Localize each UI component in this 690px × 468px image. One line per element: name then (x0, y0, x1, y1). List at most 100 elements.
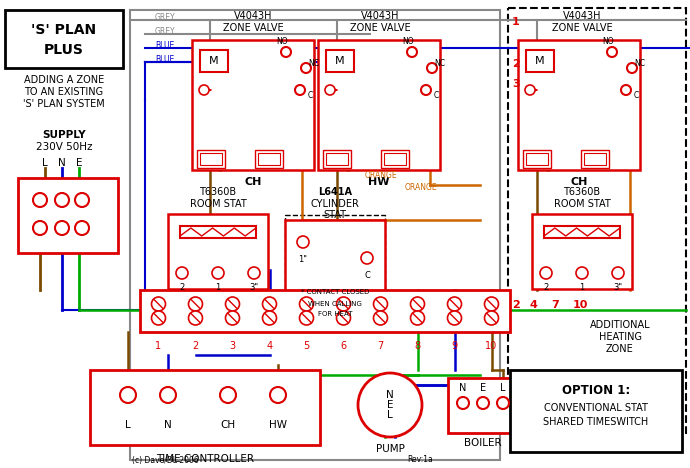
Circle shape (373, 311, 388, 325)
Text: BLUE: BLUE (155, 56, 175, 65)
Circle shape (299, 297, 313, 311)
Text: GREY: GREY (155, 14, 176, 22)
Text: 3: 3 (230, 341, 235, 351)
Text: T6360B: T6360B (199, 187, 237, 197)
Text: * CONTACT CLOSED: * CONTACT CLOSED (301, 289, 369, 295)
Text: ADDITIONAL: ADDITIONAL (590, 320, 650, 330)
Text: NO: NO (602, 37, 614, 46)
Text: 6: 6 (340, 341, 346, 351)
Bar (381, 150, 409, 168)
Bar (285, 220, 385, 320)
Circle shape (281, 47, 291, 57)
Text: 1": 1" (299, 256, 308, 264)
Circle shape (621, 85, 631, 95)
Text: L: L (500, 383, 506, 393)
Text: HW: HW (368, 177, 390, 187)
Text: E: E (387, 400, 393, 410)
Bar (581, 150, 609, 168)
Text: PUMP: PUMP (375, 444, 404, 454)
Circle shape (188, 297, 202, 311)
Text: 1: 1 (580, 283, 584, 292)
Bar (130, 10, 500, 460)
Circle shape (325, 85, 335, 95)
Text: NC: NC (635, 58, 646, 67)
Circle shape (295, 85, 305, 95)
Circle shape (212, 267, 224, 279)
Bar (584, 153, 606, 165)
Text: NO: NO (276, 37, 288, 46)
Bar (323, 150, 351, 168)
Circle shape (188, 311, 202, 325)
Text: N: N (58, 158, 66, 168)
Text: SUPPLY: SUPPLY (42, 130, 86, 140)
Circle shape (421, 85, 431, 95)
Text: 1: 1 (512, 17, 520, 27)
Text: SHARED TIMESWITCH: SHARED TIMESWITCH (544, 417, 649, 427)
Text: CH: CH (244, 177, 262, 187)
Text: HEATING: HEATING (598, 332, 642, 342)
Text: ORANGE: ORANGE (405, 183, 437, 192)
Bar (384, 153, 406, 165)
Text: PLUS: PLUS (44, 43, 84, 57)
Circle shape (627, 63, 637, 73)
Circle shape (152, 311, 166, 325)
Text: L641A: L641A (318, 187, 352, 197)
Bar (523, 150, 551, 168)
Circle shape (448, 311, 462, 325)
Bar (518, 40, 640, 170)
Text: TIME CONTROLLER: TIME CONTROLLER (156, 454, 254, 464)
Text: CONVENTIONAL STAT: CONVENTIONAL STAT (544, 403, 648, 413)
Text: 1: 1 (215, 283, 221, 292)
Text: 4: 4 (266, 341, 273, 351)
Text: 2: 2 (512, 59, 520, 69)
Circle shape (448, 297, 462, 311)
Circle shape (226, 297, 239, 311)
Text: 9: 9 (451, 341, 457, 351)
Text: ROOM STAT: ROOM STAT (190, 199, 246, 209)
Text: L: L (42, 158, 48, 168)
Text: FOR HEAT: FOR HEAT (318, 311, 353, 317)
Text: 1: 1 (155, 341, 161, 351)
Circle shape (411, 297, 424, 311)
Circle shape (176, 267, 188, 279)
Bar (168, 214, 268, 289)
Text: (c) Dave/DL 2006: (c) Dave/DL 2006 (132, 455, 199, 465)
Text: M: M (335, 56, 345, 66)
Circle shape (477, 397, 489, 409)
Text: BOILER: BOILER (464, 438, 502, 448)
Text: 2: 2 (544, 283, 549, 292)
Text: E: E (480, 383, 486, 393)
Circle shape (540, 267, 552, 279)
Circle shape (607, 47, 617, 57)
Text: WHEN CALLING: WHEN CALLING (308, 301, 362, 307)
Circle shape (199, 85, 209, 95)
Text: ADDING A ZONE: ADDING A ZONE (24, 75, 104, 85)
Bar (90, 370, 320, 445)
Bar (526, 153, 548, 165)
Bar (448, 378, 518, 433)
Circle shape (457, 397, 469, 409)
Bar (192, 40, 314, 170)
Circle shape (299, 311, 313, 325)
Circle shape (120, 387, 136, 403)
Text: L: L (387, 410, 393, 420)
Text: 230V 50Hz: 230V 50Hz (36, 142, 92, 152)
Bar (508, 8, 686, 433)
Circle shape (33, 193, 47, 207)
Circle shape (612, 267, 624, 279)
Circle shape (55, 221, 69, 235)
Text: C: C (364, 271, 370, 280)
Circle shape (75, 221, 89, 235)
Circle shape (358, 373, 422, 437)
Text: E: E (76, 158, 82, 168)
Bar (318, 40, 440, 170)
Text: L: L (125, 420, 131, 430)
Text: STAT: STAT (324, 210, 346, 220)
Text: T6360B: T6360B (564, 187, 600, 197)
Text: C: C (633, 92, 639, 101)
Circle shape (248, 267, 260, 279)
Bar (544, 226, 620, 238)
Text: 2: 2 (512, 300, 520, 310)
Circle shape (361, 252, 373, 264)
Text: CH: CH (220, 420, 235, 430)
